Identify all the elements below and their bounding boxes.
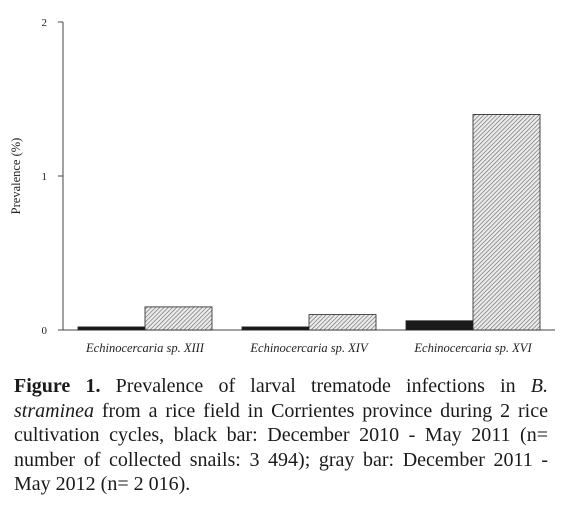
bar-gray-2 — [308, 314, 377, 331]
y-tick-label: 0 — [42, 325, 48, 337]
figure-caption: Figure 1. Prevalence of larval trematode… — [14, 374, 548, 497]
y-axis: 0 1 2 — [42, 17, 64, 337]
y-axis-title: Prevalence (%) — [9, 138, 23, 215]
prevalence-bar-chart: 012 Echinocercaria sp. XIII Echinocercari… — [9, 17, 555, 355]
category-labels: Echinocercaria sp. XIII Echinocercaria sp… — [85, 341, 532, 355]
x-category-label: Echinocercaria sp. XIV — [249, 341, 369, 355]
bar-black-3 — [405, 320, 474, 331]
caption-species-name: B. straminea — [14, 375, 548, 422]
bar-gray-1 — [144, 306, 213, 331]
bar-gray-3 — [472, 114, 541, 331]
x-category-label: Echinocercaria sp. XIII — [85, 341, 205, 355]
y-tick-label: 2 — [42, 17, 48, 29]
bar-black-1 — [77, 326, 146, 331]
bar-black-2 — [241, 326, 310, 331]
x-category-label: Echinocercaria sp. XVI — [413, 341, 532, 355]
caption-figure-number: Figure 1. — [14, 375, 101, 397]
caption-text-part1: Prevalence of larval trematode infection… — [100, 375, 531, 397]
caption-text-part2: from a rice field in Corrientes province… — [14, 399, 548, 496]
y-tick-label: 1 — [42, 171, 48, 183]
bars — [77, 114, 541, 331]
